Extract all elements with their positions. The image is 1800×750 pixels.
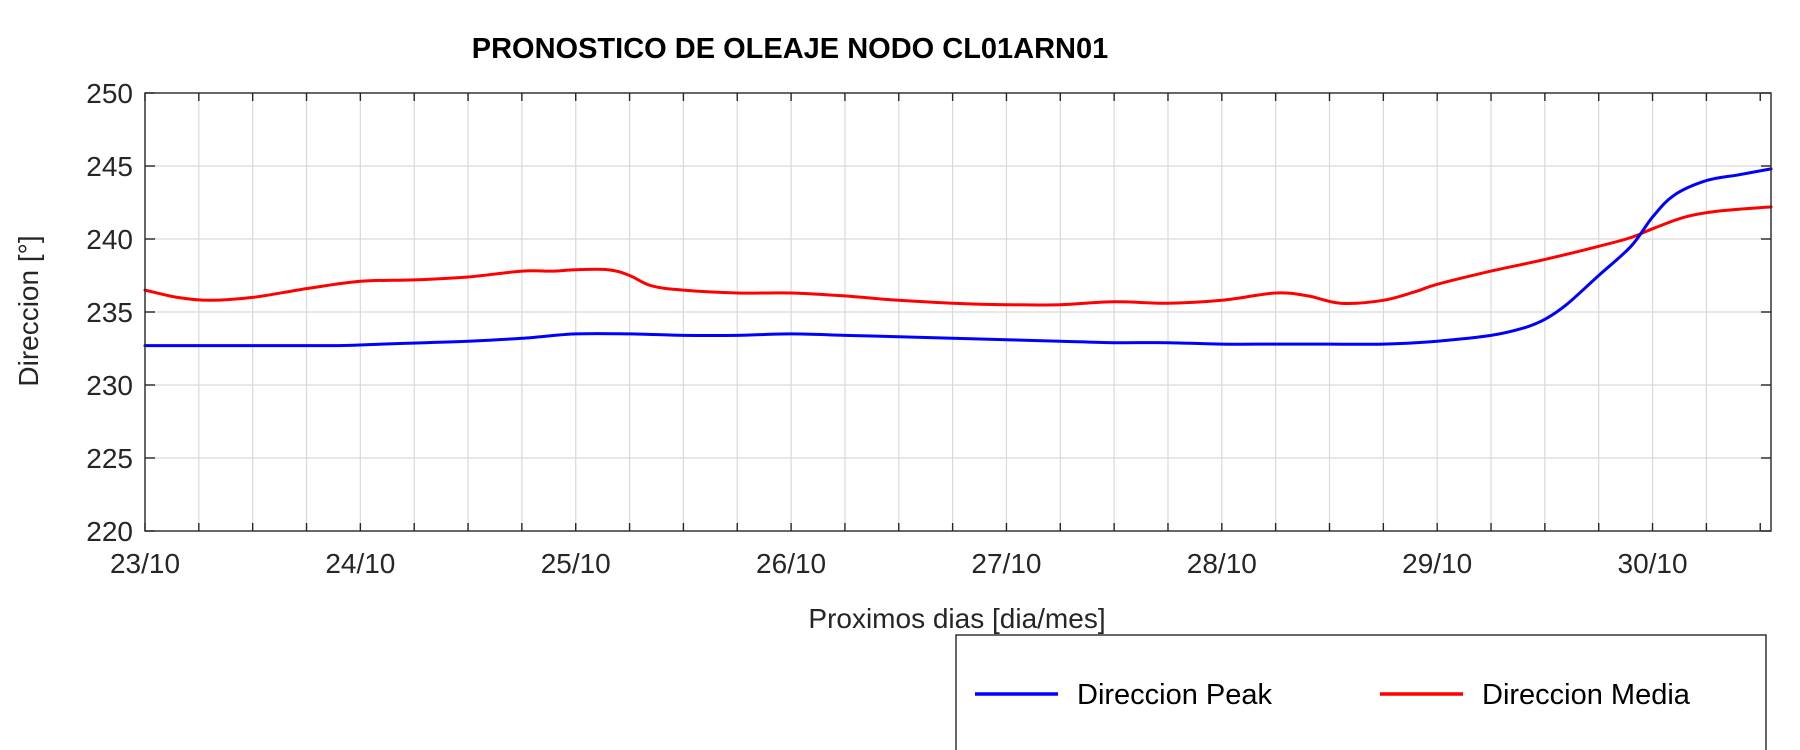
y-tick-label: 230 [86, 370, 133, 401]
x-axis-label: Proximos dias [dia/mes] [808, 603, 1105, 634]
x-tick-labels: 23/10 24/10 25/10 26/10 27/10 28/10 29/10 30/10 [110, 548, 1688, 579]
x-tick-label: 29/10 [1402, 548, 1472, 579]
grid [145, 93, 1771, 531]
plot-frame [144, 92, 1772, 532]
chart-title: PRONOSTICO DE OLEAJE NODO CL01ARN01 [472, 33, 1109, 65]
legend-box [955, 634, 1767, 750]
x-tick-label: 26/10 [756, 548, 826, 579]
axis-ticks [144, 92, 1771, 532]
x-tick-label: 27/10 [971, 548, 1041, 579]
y-tick-label: 225 [86, 443, 133, 474]
y-tick-label: 235 [86, 297, 133, 328]
y-tick-label: 250 [86, 78, 133, 109]
y-tick-labels: 220 225 230 235 240 245 250 [86, 78, 133, 547]
legend-label-peak: Direccion Peak [1077, 679, 1273, 711]
x-tick-label: 30/10 [1618, 548, 1688, 579]
x-tick-label: 28/10 [1187, 548, 1257, 579]
y-tick-label: 220 [86, 516, 133, 547]
series-lines [143, 167, 1773, 348]
x-tick-label: 25/10 [541, 548, 611, 579]
series-line-peak [143, 167, 1773, 348]
legend: Direccion Peak Direccion Media [955, 634, 1767, 750]
x-tick-label: 24/10 [325, 548, 395, 579]
y-tick-label: 240 [86, 224, 133, 255]
series-line-media [143, 205, 1773, 307]
x-tick-label: 23/10 [110, 548, 180, 579]
y-axis-label: Direccion [°] [13, 235, 44, 386]
y-tick-label: 245 [86, 151, 133, 182]
legend-label-media: Direccion Media [1482, 679, 1691, 711]
